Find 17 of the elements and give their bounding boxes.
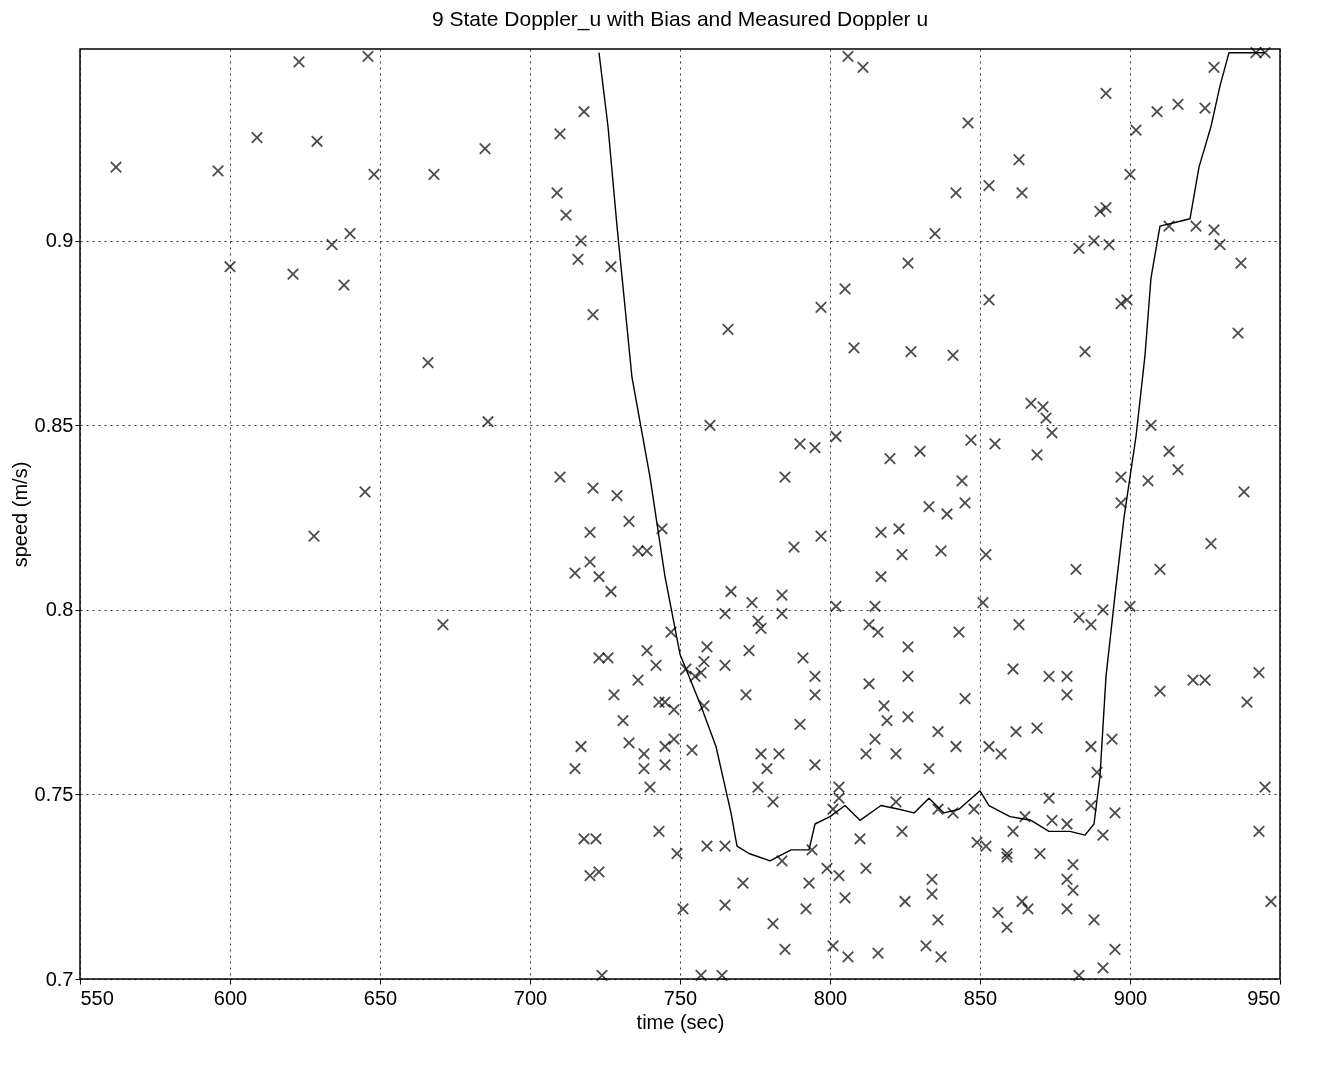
x-tick-label: 750 — [663, 986, 698, 1009]
x-tick-label: 950 — [1247, 986, 1281, 1009]
x-tick-label: 900 — [1113, 986, 1148, 1009]
y-tick-label: 0.9 — [45, 229, 74, 252]
x-tick-label: 600 — [213, 986, 248, 1009]
y-axis-title: speed (m/s) — [8, 461, 31, 568]
y-tick-label: 0.75 — [34, 782, 74, 805]
chart-title: 9 State Doppler_u with Bias and Measured Doppler u — [431, 6, 929, 31]
x-tick-label: 650 — [363, 986, 398, 1009]
x-tick-label: 550 — [80, 986, 114, 1009]
y-tick-label: 0.85 — [34, 413, 74, 436]
x-tick-label: 800 — [813, 986, 848, 1009]
y-tick-label: 0.8 — [45, 598, 74, 621]
x-axis-title: time (sec) — [636, 1010, 725, 1033]
x-tick-label: 700 — [513, 986, 548, 1009]
x-tick-label: 850 — [963, 986, 998, 1009]
y-tick-label: 0.7 — [45, 967, 74, 990]
